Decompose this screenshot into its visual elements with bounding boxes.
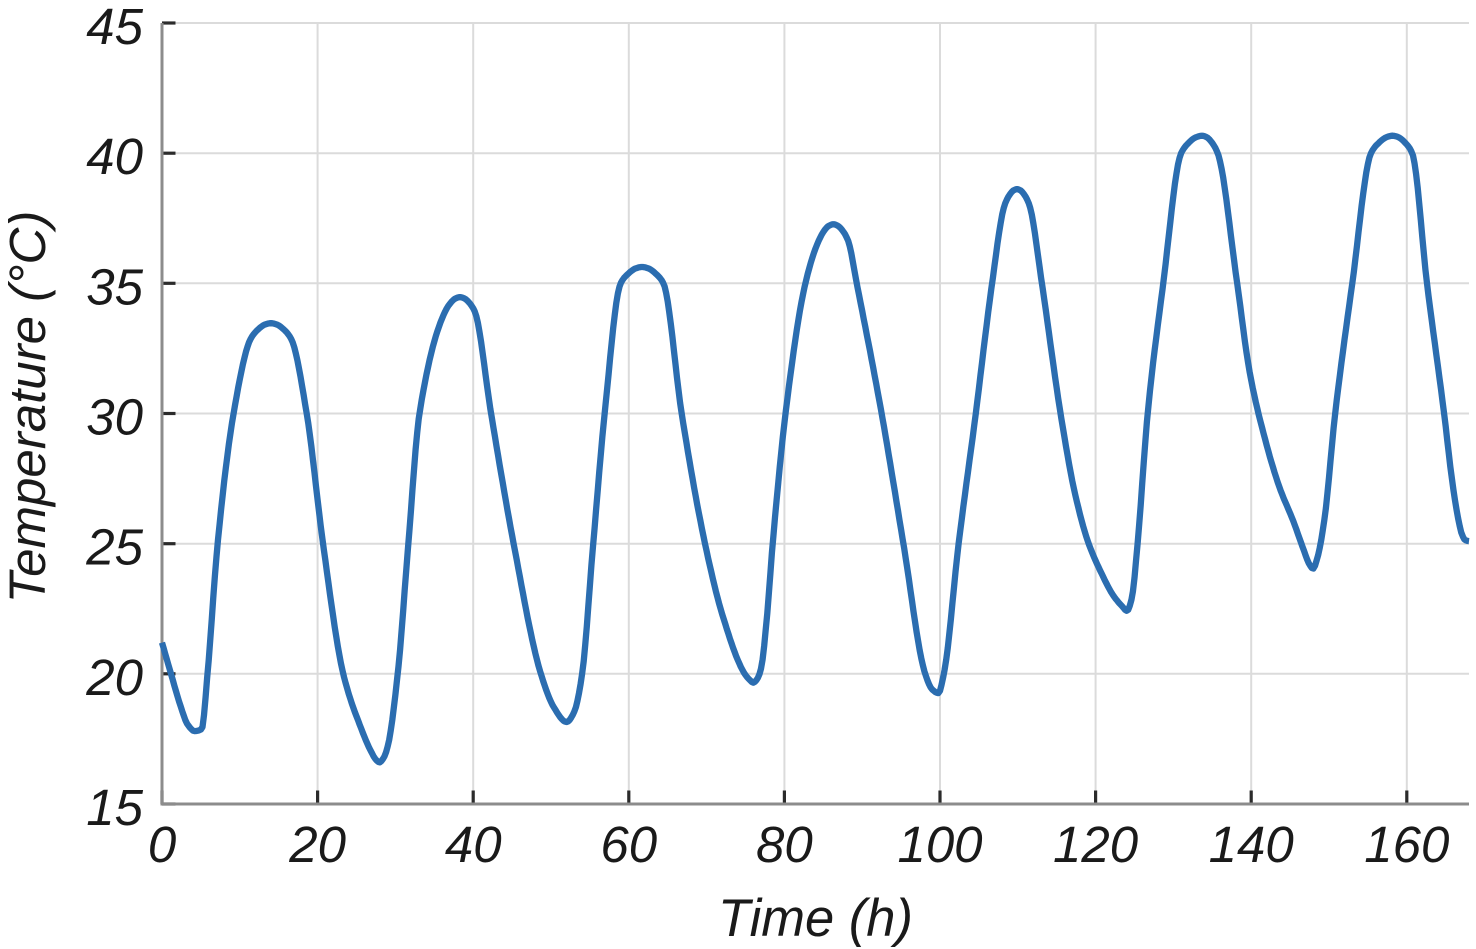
svg-text:160: 160 [1364,816,1449,873]
svg-text:20: 20 [85,649,143,706]
svg-text:40: 40 [86,128,143,185]
svg-text:Temperature (°C): Temperature (°C) [0,211,56,604]
svg-text:100: 100 [897,816,982,873]
svg-text:20: 20 [288,816,346,873]
svg-text:25: 25 [85,519,143,576]
svg-text:40: 40 [445,816,502,873]
svg-text:Time (h): Time (h) [718,889,913,948]
svg-text:15: 15 [86,779,143,836]
svg-text:30: 30 [86,389,143,446]
svg-text:60: 60 [600,816,657,873]
svg-text:0: 0 [148,816,176,873]
svg-text:80: 80 [756,816,813,873]
svg-text:45: 45 [86,0,143,55]
svg-text:140: 140 [1209,816,1294,873]
svg-text:35: 35 [86,258,143,315]
svg-text:120: 120 [1053,816,1138,873]
